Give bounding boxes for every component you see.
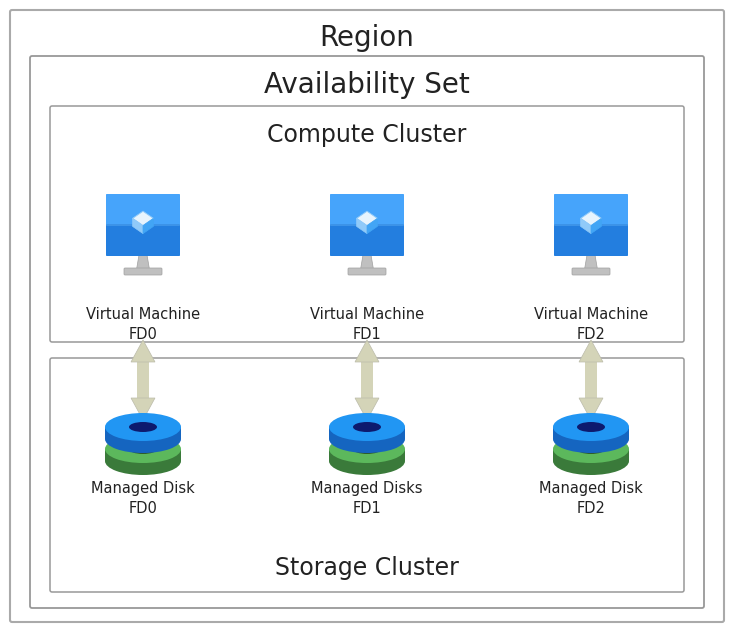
Ellipse shape — [105, 435, 181, 463]
FancyBboxPatch shape — [106, 194, 180, 256]
FancyBboxPatch shape — [50, 358, 684, 592]
Text: Virtual Machine
FD1: Virtual Machine FD1 — [310, 307, 424, 342]
Polygon shape — [591, 219, 601, 234]
Bar — [105, 427, 181, 439]
Polygon shape — [131, 398, 155, 420]
FancyBboxPatch shape — [50, 106, 684, 342]
Bar — [553, 427, 629, 439]
Polygon shape — [137, 255, 150, 269]
Polygon shape — [133, 211, 153, 226]
Polygon shape — [360, 255, 374, 269]
Ellipse shape — [577, 422, 605, 432]
Ellipse shape — [553, 413, 629, 441]
Ellipse shape — [105, 425, 181, 453]
FancyBboxPatch shape — [330, 224, 404, 256]
Text: Compute Cluster: Compute Cluster — [267, 123, 467, 147]
Ellipse shape — [553, 425, 629, 453]
Text: Region: Region — [319, 24, 415, 52]
Ellipse shape — [553, 447, 629, 475]
Polygon shape — [584, 255, 597, 269]
Text: Virtual Machine
FD0: Virtual Machine FD0 — [86, 307, 200, 342]
Bar — [360, 362, 374, 398]
Text: Storage Cluster: Storage Cluster — [275, 556, 459, 580]
FancyBboxPatch shape — [330, 194, 404, 226]
Ellipse shape — [329, 435, 405, 463]
FancyBboxPatch shape — [106, 194, 180, 226]
FancyBboxPatch shape — [554, 194, 628, 256]
FancyBboxPatch shape — [10, 10, 724, 622]
Bar — [329, 427, 405, 439]
Ellipse shape — [353, 444, 381, 454]
Text: Availability Set: Availability Set — [264, 71, 470, 99]
FancyBboxPatch shape — [124, 268, 162, 275]
Text: Managed Disks
FD1: Managed Disks FD1 — [311, 481, 423, 516]
Bar — [137, 362, 149, 398]
Polygon shape — [131, 340, 155, 362]
Polygon shape — [367, 219, 377, 234]
Ellipse shape — [105, 447, 181, 475]
Ellipse shape — [105, 413, 181, 441]
Text: Managed Disk
FD0: Managed Disk FD0 — [91, 481, 195, 516]
FancyBboxPatch shape — [572, 268, 610, 275]
Text: Managed Disk
FD2: Managed Disk FD2 — [539, 481, 643, 516]
Polygon shape — [357, 211, 377, 226]
FancyBboxPatch shape — [554, 224, 628, 256]
FancyBboxPatch shape — [30, 56, 704, 608]
Text: Virtual Machine
FD2: Virtual Machine FD2 — [534, 307, 648, 342]
Polygon shape — [143, 219, 153, 234]
Bar — [585, 362, 597, 398]
Polygon shape — [579, 398, 603, 420]
FancyBboxPatch shape — [106, 224, 180, 256]
Ellipse shape — [553, 435, 629, 463]
Polygon shape — [357, 219, 367, 234]
Polygon shape — [581, 211, 601, 226]
Polygon shape — [355, 340, 379, 362]
Polygon shape — [579, 340, 603, 362]
Polygon shape — [133, 219, 143, 234]
Ellipse shape — [329, 413, 405, 441]
Bar — [105, 449, 181, 461]
FancyBboxPatch shape — [348, 268, 386, 275]
Ellipse shape — [329, 425, 405, 453]
Polygon shape — [581, 219, 591, 234]
Bar — [553, 449, 629, 461]
Ellipse shape — [129, 422, 157, 432]
FancyBboxPatch shape — [330, 194, 404, 256]
FancyBboxPatch shape — [554, 194, 628, 226]
Polygon shape — [355, 398, 379, 420]
Bar — [329, 449, 405, 461]
Ellipse shape — [353, 422, 381, 432]
Ellipse shape — [129, 444, 157, 454]
Ellipse shape — [329, 447, 405, 475]
Ellipse shape — [577, 444, 605, 454]
